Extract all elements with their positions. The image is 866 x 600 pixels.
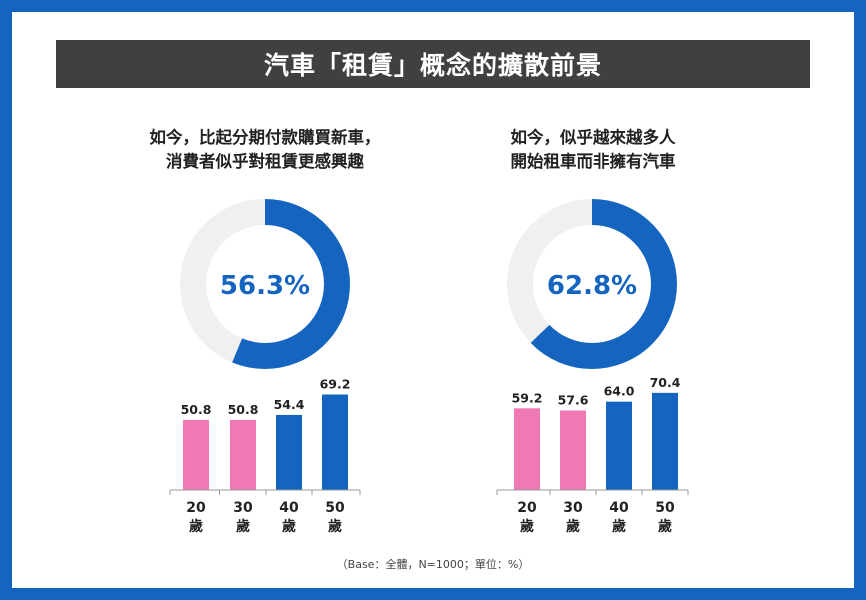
left-category-label-age: 20 (186, 500, 206, 516)
left-category-label-age: 40 (279, 500, 299, 516)
left-category-label-unit: 歲 (282, 518, 296, 535)
left-question-line-2: 消費者似乎對租賃更感興趣 (166, 152, 364, 171)
left-question-line-1: 如今，比起分期付款購買新車， (149, 128, 381, 147)
right-bar-value-label: 59.2 (512, 390, 543, 405)
right-bar-40 (606, 401, 632, 490)
left-donut-label: 56.3% (220, 271, 310, 301)
right-bar-20 (514, 408, 540, 490)
right-donut-value-arc (507, 199, 677, 369)
right-chart: 62.8% 59.2 20 歲 57.6 30 歲 64.0 40 歲 70.4 50 歲 (496, 199, 689, 535)
right-donut-label: 62.8% (547, 271, 637, 301)
left-category-label-age: 50 (325, 500, 345, 516)
left-category-label-unit: 歲 (189, 518, 203, 535)
right-bar-50 (652, 392, 678, 490)
right-bar-30 (560, 410, 586, 490)
right-bar-value-label: 57.6 (558, 393, 589, 408)
left-bar-value-label: 54.4 (274, 397, 305, 412)
left-bar-value-label: 50.8 (181, 402, 212, 417)
title-banner: 汽車「租賃」概念的擴散前景 (56, 40, 810, 88)
right-category-label-unit: 歲 (566, 518, 580, 535)
right-category-label-age: 20 (517, 500, 537, 516)
left-category-label-age: 30 (233, 500, 253, 516)
left-bar-value-label: 69.2 (320, 377, 351, 392)
right-category-label-age: 50 (655, 500, 675, 516)
left-bar-20 (183, 419, 209, 490)
right-category-label-unit: 歲 (658, 518, 672, 535)
right-bar-value-label: 70.4 (650, 375, 681, 390)
left-category-label-unit: 歲 (328, 518, 342, 535)
right-question-line-1: 如今，似乎越來越多人 (510, 128, 676, 147)
left-donut-value-arc (180, 199, 350, 369)
left-question: 如今，比起分期付款購買新車， 消費者似乎對租賃更感興趣 (95, 126, 435, 174)
right-category-label-age: 30 (563, 500, 583, 516)
base-note: （Base：全體，N=1000；單位：%） (336, 558, 530, 571)
right-question: 如今，似乎越來越多人 開始租車而非擁有汽車 (423, 126, 763, 174)
left-chart: 56.3% 50.8 20 歲 50.8 30 歲 54.4 40 歲 69.2 50 歲 (169, 199, 361, 535)
left-bar-40 (276, 414, 302, 490)
right-bar-value-label: 64.0 (604, 384, 635, 399)
left-bar-value-label: 50.8 (228, 402, 259, 417)
right-category-label-age: 40 (609, 500, 629, 516)
right-category-label-unit: 歲 (520, 518, 534, 535)
page-title: 汽車「租賃」概念的擴散前景 (263, 51, 602, 80)
right-category-label-unit: 歲 (612, 518, 626, 535)
left-bar-30 (230, 419, 256, 490)
left-category-label-unit: 歲 (236, 518, 250, 535)
left-bar-50 (322, 394, 348, 490)
right-question-line-2: 開始租車而非擁有汽車 (510, 152, 676, 171)
